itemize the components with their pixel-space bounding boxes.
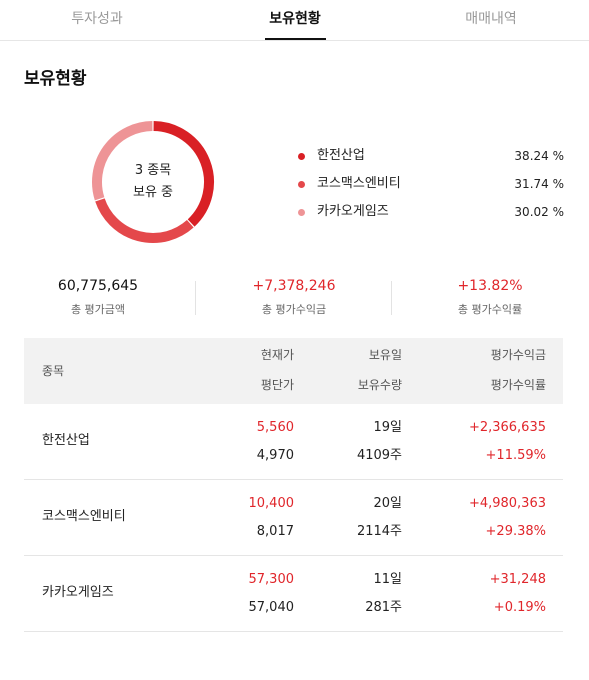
- table-row[interactable]: 한전산업 5,560 4,970 19일 4109주 +2,366,635 +1…: [24, 404, 563, 480]
- holdings-table: 종목 현재가 평단가 보유일 보유수량 평가수익금 평가수익률 한전산업 5,5…: [24, 338, 563, 632]
- donut-legend: 한전산업 38.24 % 코스맥스엔비티 31.74 % 카카오게임즈 30.0…: [298, 146, 564, 230]
- current-price: 57,300: [248, 572, 295, 587]
- donut-segment: [95, 198, 194, 243]
- table-row[interactable]: 코스맥스엔비티 10,400 8,017 20일 2114주 +4,980,36…: [24, 480, 563, 556]
- header-days-held: 보유일: [368, 348, 402, 362]
- total-rate-label: 총 평가수익률: [457, 303, 523, 316]
- profit-rate: +29.38%: [485, 524, 546, 539]
- total-value-label: 총 평가금액: [70, 303, 126, 316]
- stock-name: 한전산업: [42, 433, 90, 448]
- holding-status-text: 보유 중: [132, 185, 173, 200]
- days-held: 20일: [373, 496, 402, 511]
- legend-name: 한전산업: [317, 148, 365, 163]
- donut-center-label: 3 종목 보유 중: [90, 160, 216, 204]
- header-current-price: 현재가: [260, 348, 294, 362]
- quantity: 4109주: [356, 448, 402, 463]
- header-profit: 평가수익금: [490, 348, 546, 362]
- legend-percent: 31.74 %: [514, 177, 564, 191]
- total-value: 60,775,645: [57, 278, 139, 294]
- current-price: 5,560: [256, 420, 294, 435]
- quantity: 281주: [365, 600, 402, 615]
- legend-item: 카카오게임즈 30.02 %: [298, 202, 564, 230]
- tab-holdings[interactable]: 보유현황: [269, 11, 321, 27]
- profit: +4,980,363: [468, 496, 546, 511]
- stock-name: 카카오게임즈: [42, 585, 114, 600]
- holdings-donut-chart: [92, 121, 214, 243]
- avg-price: 8,017: [256, 524, 294, 539]
- legend-item: 한전산업 38.24 %: [298, 146, 564, 174]
- legend-name: 카카오게임즈: [317, 204, 389, 219]
- legend-percent: 38.24 %: [514, 149, 564, 163]
- stock-name: 코스맥스엔비티: [42, 509, 126, 524]
- current-price: 10,400: [248, 496, 295, 511]
- avg-price: 57,040: [248, 600, 295, 615]
- profit-rate: +11.59%: [485, 448, 546, 463]
- profit-rate: +0.19%: [493, 600, 546, 615]
- legend-percent: 30.02 %: [514, 205, 564, 219]
- total-rate-block: +13.82% 총 평가수익률: [392, 275, 588, 319]
- legend-dot-icon: [298, 181, 305, 188]
- header-name: 종목: [42, 364, 65, 378]
- tab-bar: 투자성과 보유현황 매매내역: [0, 0, 589, 41]
- quantity: 2114주: [356, 524, 402, 539]
- donut-segment: [153, 121, 214, 227]
- summary-divider: [195, 281, 196, 315]
- summary-divider: [391, 281, 392, 315]
- days-held: 19일: [373, 420, 402, 435]
- total-profit: +7,378,246: [252, 278, 336, 294]
- donut-segment: [92, 121, 153, 201]
- table-header: 종목 현재가 평단가 보유일 보유수량 평가수익금 평가수익률: [24, 338, 563, 404]
- total-rate: +13.82%: [457, 278, 523, 294]
- header-avg-price: 평단가: [260, 378, 294, 392]
- header-quantity: 보유수량: [357, 378, 402, 392]
- summary-panel: 60,775,645 총 평가금액 +7,378,246 총 평가수익금 +13…: [0, 275, 589, 325]
- profit: +31,248: [489, 572, 546, 587]
- header-rate: 평가수익률: [490, 378, 546, 392]
- total-profit-block: +7,378,246 총 평가수익금: [196, 275, 392, 319]
- legend-dot-icon: [298, 153, 305, 160]
- holding-count-text: 3 종목: [134, 163, 172, 178]
- total-value-block: 60,775,645 총 평가금액: [0, 275, 196, 319]
- profit: +2,366,635: [468, 420, 546, 435]
- avg-price: 4,970: [256, 448, 294, 463]
- legend-name: 코스맥스엔비티: [317, 176, 401, 191]
- days-held: 11일: [373, 572, 402, 587]
- active-tab-indicator: [265, 38, 326, 40]
- tab-investment-performance[interactable]: 투자성과: [71, 11, 123, 27]
- legend-dot-icon: [298, 209, 305, 216]
- section-title: 보유현황: [24, 69, 87, 89]
- legend-item: 코스맥스엔비티 31.74 %: [298, 174, 564, 202]
- total-profit-label: 총 평가수익금: [261, 303, 327, 316]
- tab-trade-history[interactable]: 매매내역: [465, 11, 517, 27]
- table-row[interactable]: 카카오게임즈 57,300 57,040 11일 281주 +31,248 +0…: [24, 556, 563, 632]
